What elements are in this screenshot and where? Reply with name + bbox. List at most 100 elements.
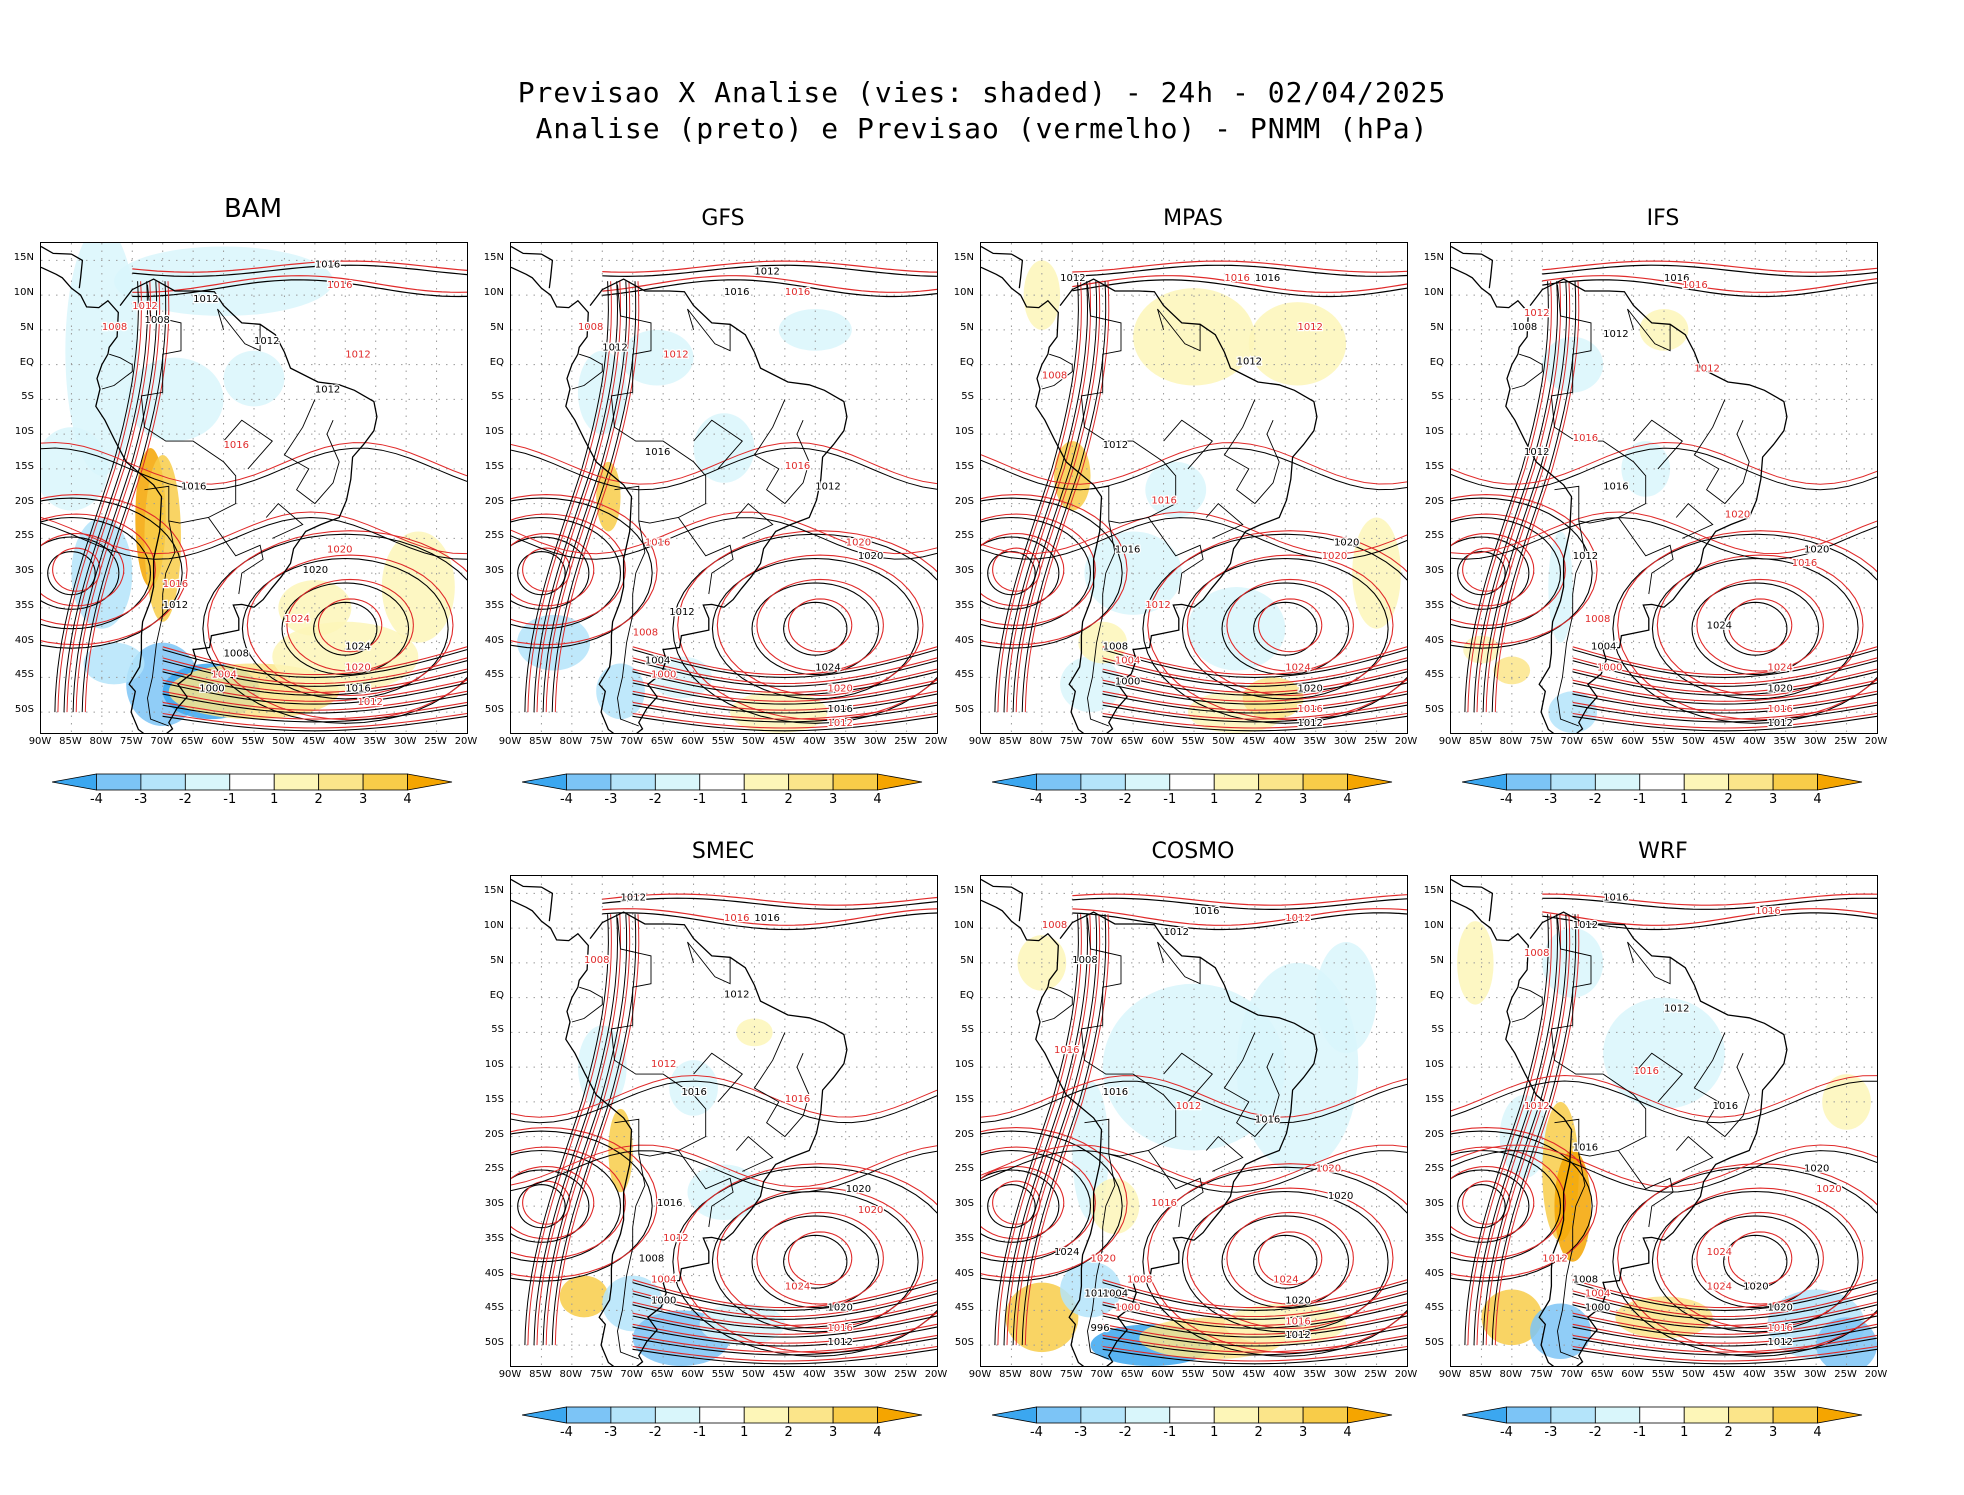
analysis-isobar (1451, 536, 1530, 610)
isobar-label: 1012 (1297, 322, 1322, 333)
lat-tick-label: 40S (14, 634, 34, 646)
lat-tick-label: 30S (1424, 1198, 1444, 1210)
country-border (571, 986, 603, 1023)
country-border (140, 284, 237, 524)
analysis-isobar (542, 281, 628, 713)
analysis-isobar (1003, 914, 1089, 1346)
forecast-isobar (1494, 281, 1580, 713)
forecast-isobar (1072, 260, 1407, 273)
map-frame: 1012 1016 1016 1012 1012 1008 1012 1016 1020 1020… (980, 242, 1408, 734)
panel-wrf: WRF 1016 1016 1012 1008 1012 1016 1016 1012 1020 1… (1424, 839, 1888, 1495)
analysis-isobar (1651, 557, 1859, 700)
forecast-isobar (1257, 1231, 1323, 1286)
lon-tick-label: 30W (1803, 1369, 1827, 1380)
forecast-isobar (1015, 281, 1101, 713)
analysis-isobar (1102, 1304, 1407, 1329)
country-border (1633, 1052, 1683, 1103)
colorbar-label: -1 (1633, 792, 1647, 807)
country-border (1041, 353, 1073, 390)
forecast-isobar (1072, 908, 1407, 926)
forecast-isobar (511, 511, 937, 555)
forecast-isobar (981, 511, 1407, 555)
isobar-label: 1020 (1743, 1282, 1768, 1293)
colorbar-swatch (522, 773, 567, 791)
forecast-isobar (1451, 511, 1877, 555)
isobar-label: 1020 (303, 565, 328, 576)
isobar-label: 1004 (1585, 1288, 1610, 1299)
colorbar-swatch (1169, 773, 1215, 791)
analysis-isobar (1451, 1130, 1593, 1282)
isobar-label: 1016 (224, 440, 249, 451)
analysis-isobar (751, 1215, 880, 1309)
lon-tick-label: 30W (1333, 1369, 1357, 1380)
lon-tick-label: 90W (28, 736, 52, 747)
lat-tick-label: 25S (484, 1163, 504, 1175)
lat-tick-label: 45S (484, 669, 504, 681)
analysis-isobar (783, 601, 848, 656)
lat-tick-label: 15N (483, 252, 504, 264)
colorbar-swatch (1169, 1406, 1215, 1424)
colorbar-swatch (1772, 773, 1818, 791)
isobar-label: 1024 (1285, 662, 1310, 673)
lon-tick-label: 75W (119, 736, 143, 747)
forecast-isobar (1727, 1231, 1793, 1286)
lon-tick-label: 35W (1773, 1369, 1797, 1380)
country-border (1080, 284, 1177, 524)
colorbar-label: 2 (1724, 792, 1733, 807)
isobar-label: 1024 (1767, 662, 1792, 673)
lon-tick-label: 65W (1120, 1369, 1144, 1380)
bias-shading (669, 1060, 718, 1116)
isobar-label: 1012 (1164, 927, 1189, 938)
lat-tick-label: 35S (954, 1232, 974, 1244)
isobar-label: 1008 (1573, 1275, 1598, 1286)
forecast-isobar (787, 1231, 853, 1286)
isobar-label: 1016 (163, 579, 188, 590)
isobar-label: 1016 (827, 704, 852, 715)
country-border (1511, 353, 1543, 390)
colorbar-label: 2 (784, 1425, 793, 1440)
country-border (265, 502, 304, 539)
coastline (1451, 899, 1788, 1366)
colorbar-swatch (1728, 773, 1774, 791)
forecast-isobar (602, 893, 937, 906)
colorbar-swatch (1080, 773, 1126, 791)
forecast-isobar (1542, 893, 1877, 906)
lat-tick-label: 15N (1423, 885, 1444, 897)
lat-tick-label: 20S (484, 495, 504, 507)
colorbar-swatch (1683, 773, 1730, 791)
analysis-isobar (132, 264, 467, 278)
colorbar-swatch (992, 1406, 1037, 1424)
lat-tick-label: 5S (491, 391, 504, 403)
isobar-label: 1024 (1707, 1282, 1732, 1293)
lon-tick-label: 80W (1029, 1369, 1053, 1380)
forecast-isobar (1696, 578, 1824, 672)
isobar-label: 1016 (315, 259, 340, 270)
country-border (735, 502, 774, 539)
country-border (678, 1150, 734, 1228)
bias-shading (608, 1108, 633, 1193)
forecast-isobar (66, 281, 152, 713)
lon-tick-label: 60W (681, 736, 704, 747)
colorbar-label: 4 (403, 792, 412, 807)
colorbar-label: -3 (1544, 1425, 1558, 1440)
forecast-isobar (602, 275, 937, 293)
analysis-isobar (54, 281, 139, 713)
isobar-label: 1016 (1767, 1323, 1792, 1334)
forecast-isobar (545, 281, 631, 713)
forecast-isobar (162, 646, 467, 676)
map-plot: 1016 1016 1012 1012 1008 1008 1012 1012 1012 1016… (41, 243, 467, 733)
analysis-isobar (1102, 1282, 1407, 1311)
lat-tick-label: 50S (954, 1337, 974, 1349)
forecast-isobar (1451, 1144, 1877, 1188)
forecast-isobar (632, 1301, 937, 1326)
country-border (1205, 502, 1244, 539)
bias-shading (693, 413, 755, 483)
colorbar-label: 1 (740, 792, 749, 807)
coastline (981, 266, 1318, 733)
lon-tick-label: 80W (1499, 1369, 1523, 1380)
isobar-label: 1016 (1285, 1316, 1310, 1327)
analysis-isobar (1572, 1337, 1877, 1356)
panel-title: SMEC (691, 839, 755, 864)
isobar-label: 1024 (1054, 1247, 1079, 1258)
isobar-label: 1020 (1316, 1163, 1341, 1174)
